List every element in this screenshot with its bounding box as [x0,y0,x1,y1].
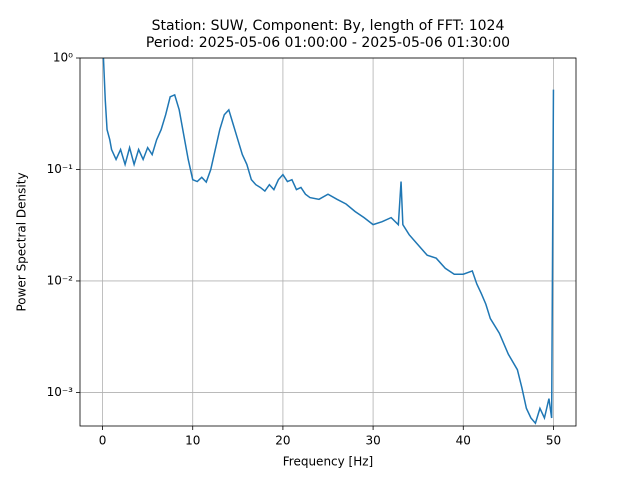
x-tick-label: 10 [185,434,200,448]
axes-frame [79,57,577,427]
x-tick-label: 30 [365,434,380,448]
chart-title: Station: SUW, Component: By, length of F… [152,18,505,34]
y-tick-label: 10⁻² [47,273,74,287]
x-tick-label: 0 [99,434,107,448]
y-axis-label: Power Spectral Density [15,172,29,311]
x-tick-label: 40 [456,434,471,448]
y-tick-label: 10⁻³ [47,385,74,399]
y-tick-label: 10⁻¹ [47,162,74,176]
y-tick-label: 10⁰ [53,51,73,65]
data-line [102,58,555,425]
x-axis-label: Frequency [Hz] [283,455,374,469]
x-tick-label: 50 [546,434,561,448]
plot-area [102,58,555,425]
chart-subtitle: Period: 2025-05-06 01:00:00 - 2025-05-06… [146,35,510,51]
x-tick-label: 20 [275,434,290,448]
